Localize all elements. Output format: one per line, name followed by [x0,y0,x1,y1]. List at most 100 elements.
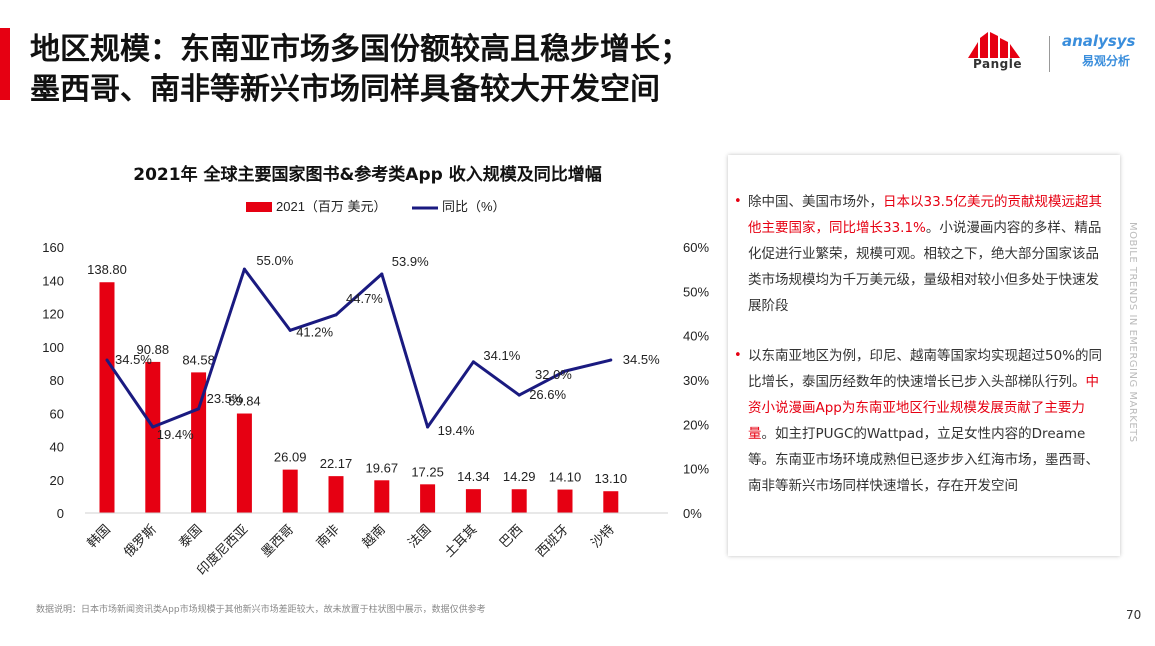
bar-value-label: 26.09 [274,450,307,465]
bar [465,489,481,513]
bar [420,484,436,513]
left-axis-tick-label: 140 [42,273,64,288]
bar-value-label: 13.10 [595,471,628,486]
left-axis-tick-label: 100 [42,340,64,355]
yoy-value-label: 44.7% [346,291,383,306]
legend-bar-label: 2021（百万 美元） [276,199,387,214]
right-axis-tick-label: 10% [683,462,709,477]
bar [374,480,390,513]
legend-line-label: 同比（%） [442,199,506,214]
left-axis-tick-label: 0 [57,506,64,521]
page-title: 地区规模：东南亚市场多国份额较高且稳步增长； 墨西哥、南非等新兴市场同样具备较大… [30,30,930,110]
bar-value-label: 59.84 [228,394,261,409]
insight-panel: • 除中国、美国市场外，日本以33.5亿美元的贡献规模远超其他主要国家，同比增长… [728,155,1120,556]
yoy-point [517,393,521,397]
yoy-point [151,425,155,429]
bar [99,282,115,513]
category-label: 越南 [359,522,388,551]
combo-chart: 2021（百万 美元） 同比（%） 0 20 40 60 80 100 120 140 160 0% 1… [42,199,709,578]
right-axis-tick-label: 0% [683,506,702,521]
category-label: 法国 [405,522,434,551]
left-axis-tick-label: 60 [50,406,64,421]
yoy-line [105,267,612,429]
side-vertical-caption: MOBILE TRENDS IN EMERGING MARKETS [1127,222,1138,443]
page-title-line-1: 地区规模：东南亚市场多国份额较高且稳步增长； [30,32,690,67]
category-label: 南非 [313,522,342,551]
yoy-point [380,272,384,276]
yoy-value-label: 41.2% [296,324,333,339]
bar-value-label: 17.25 [411,464,444,479]
bar-value-label: 14.34 [457,469,490,484]
bar-value-label: 19.67 [366,460,399,475]
yoy-point [288,328,292,332]
right-axis-tick-label: 20% [683,417,709,432]
bar [603,491,619,513]
bar [191,372,207,513]
yoy-value-label: 34.5% [623,352,660,367]
logo-divider [1049,36,1050,72]
bar-value-label: 14.29 [503,469,536,484]
yoy-point [609,358,613,362]
insight-bullet-2: • 以东南亚地区为例，印尼、越南等国家均实现超过50%的同比增长，泰国历经数年的… [734,343,1106,499]
left-axis-tick-label: 160 [42,240,64,255]
analysys-logo-text: nalysys [1072,32,1136,50]
category-label: 沙特 [588,522,617,551]
bullet-dot-icon: • [734,194,742,209]
yoy-value-label: 19.4% [438,423,475,438]
yoy-point [334,313,338,317]
bar-value-label: 14.10 [549,470,582,485]
left-axis-tick-label: 20 [50,473,64,488]
yoy-point [426,425,430,429]
bullet-1-text-post: 。小说漫画内容的多样、精品化促进行业繁荣，规模可观。相较之下，绝大部分国家该品类… [748,220,1102,314]
right-axis-tick-label: 30% [683,373,709,388]
bullet-1-highlight: 日本以33.5亿美元的贡献规模远超其他主要国家，同比增长33.1% [748,194,1103,236]
bar-value-label: 84.58 [182,352,215,367]
yoy-value-label: 53.9% [392,254,429,269]
category-label: 韩国 [84,522,113,551]
bar-value-label: 22.17 [320,456,353,471]
category-label: 巴西 [496,522,525,551]
analysys-logo-cn: 易观分析 [1082,54,1131,68]
bar [145,361,161,513]
title-accent-bar [0,28,10,100]
yoy-value-label: 19.4% [157,427,194,442]
yoy-value-label: 23.5% [207,391,244,406]
right-axis-tick-label: 60% [683,240,709,255]
yoy-point [105,358,109,362]
chart-title: 2021年 全球主要国家图书&参考类App 收入规模及同比增幅 [133,165,602,185]
bullet-1-text-pre: 除中国、美国市场外， [748,194,883,210]
analysys-logo-prefix: a [1062,32,1073,50]
yoy-point [242,267,246,271]
bar [557,489,573,513]
yoy-value-label: 34.5% [115,352,152,367]
bar-value-label: 138.80 [87,262,127,277]
page-number: 70 [1126,608,1142,622]
bullet-2-text-pre: 以东南亚地区为例，印尼、越南等国家均实现超过50%的同比增长，泰国历经数年的快速… [748,348,1103,390]
page-title-line-2: 墨西哥、南非等新兴市场同样具备较大开发空间 [30,72,660,107]
yoy-value-label: 34.1% [483,348,520,363]
pangle-logo-text: Pangle [973,57,1022,71]
yoy-value-label: 32.0% [535,367,572,382]
left-axis-tick-label: 40 [50,440,64,455]
yoy-point [471,360,475,364]
bar [328,476,344,513]
legend-bar-swatch [246,202,272,212]
yoy-value-label: 26.6% [529,387,566,402]
bar [511,489,527,513]
category-label: 泰国 [176,522,205,551]
yoy-point [197,407,201,411]
insight-bullet-1: • 除中国、美国市场外，日本以33.5亿美元的贡献规模远超其他主要国家，同比增长… [734,189,1106,319]
right-axis-tick-label: 40% [683,329,709,344]
bullet-2-text-post: 。如主打PUGC的Wattpad，立足女性内容的Dreame等。东南亚市场环境成… [748,426,1099,494]
left-axis-tick-label: 120 [42,307,64,322]
bullet-dot-icon: • [734,348,742,363]
right-axis-tick-label: 50% [683,284,709,299]
yoy-value-label: 55.0% [256,253,293,268]
bar [282,469,298,513]
bar [236,413,252,513]
pangle-logo-icon [962,30,1032,74]
bullet-2-highlight: 中资小说漫画App为东南亚地区行业规模发展贡献了主要力量 [748,374,1099,442]
analysys-logo: analysys [1062,32,1135,50]
left-axis-tick-label: 80 [50,373,64,388]
category-label: 俄罗斯 [121,522,159,560]
